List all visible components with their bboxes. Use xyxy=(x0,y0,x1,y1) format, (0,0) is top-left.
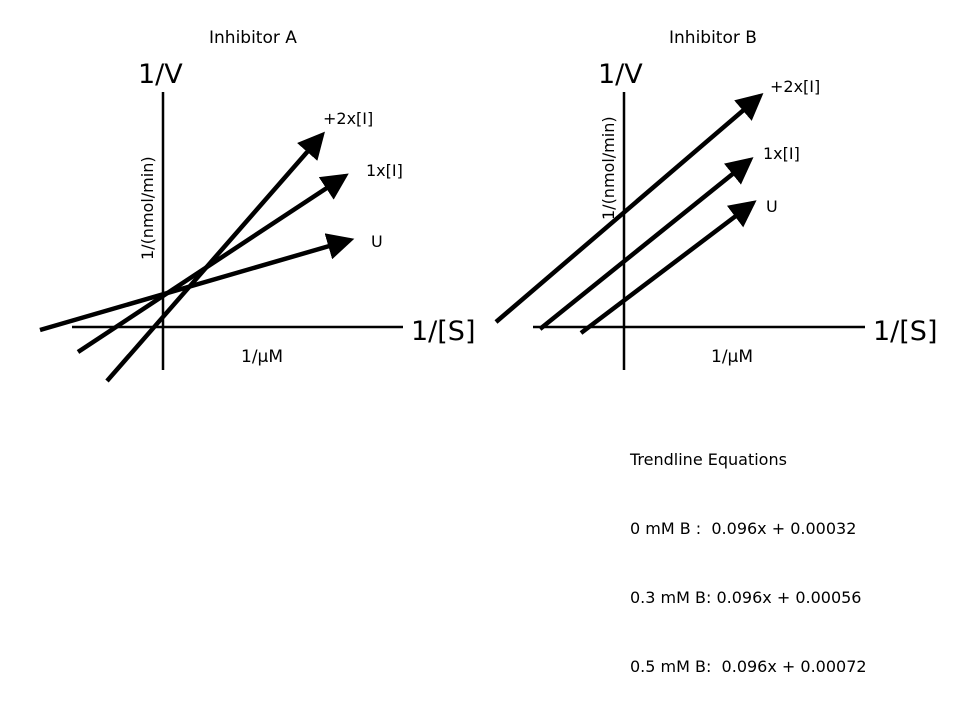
panel-b-line-1x-inhibitor xyxy=(538,157,754,331)
panel-b-label-2x-inhibitor: +2x[I] xyxy=(770,77,820,96)
panel-b-x-axis-title: 1/[S] xyxy=(873,316,937,347)
panel-a-x-axis-units: 1/μM xyxy=(241,347,283,367)
panel-a-y-axis-title: 1/V xyxy=(138,59,183,90)
panel-b-label-uninhibited: U xyxy=(766,197,778,216)
panel-a-label-uninhibited: U xyxy=(371,232,383,251)
panel-a-line-uninhibited xyxy=(39,233,355,333)
panel-a-line-1x-inhibitor xyxy=(76,173,349,354)
panel-b-y-axis-title: 1/V xyxy=(598,59,643,90)
panel-b-y-axis-units: 1/(nmol/min) xyxy=(599,116,618,220)
panel-b-x-axis-units: 1/μM xyxy=(711,347,753,367)
trendline-equations: Trendline Equations 0 mM B : 0.096x + 0.… xyxy=(630,402,867,701)
panel-b-label-1x-inhibitor: 1x[I] xyxy=(763,144,800,163)
panel-a-label-2x-inhibitor: +2x[I] xyxy=(323,109,373,128)
lineweaver-burk-figure: Inhibitor A 1/V 1/[S] 1/(nmol/min) 1/μM … xyxy=(39,28,937,383)
panel-a-line-2x-inhibitor xyxy=(105,131,325,383)
panel-b-title: Inhibitor B xyxy=(669,28,757,48)
panel-a-x-axis-title: 1/[S] xyxy=(411,316,475,347)
panel-inhibitor-a: Inhibitor A 1/V 1/[S] 1/(nmol/min) 1/μM … xyxy=(39,28,475,383)
panel-inhibitor-b: Inhibitor B 1/V 1/[S] 1/(nmol/min) 1/μM … xyxy=(494,28,937,370)
panel-b-line-uninhibited xyxy=(579,200,757,335)
trendline-row-0mm: 0 mM B : 0.096x + 0.00032 xyxy=(630,519,857,538)
panel-a-title: Inhibitor A xyxy=(209,28,297,48)
panel-a-y-axis-units: 1/(nmol/min) xyxy=(138,156,157,260)
trendline-heading: Trendline Equations xyxy=(630,450,787,469)
panel-b-line-2x-inhibitor xyxy=(494,93,764,324)
trendline-row-0-5mm: 0.5 mM B: 0.096x + 0.00072 xyxy=(630,657,867,676)
trendline-row-0-3mm: 0.3 mM B: 0.096x + 0.00056 xyxy=(630,588,862,607)
panel-a-label-1x-inhibitor: 1x[I] xyxy=(366,161,403,180)
